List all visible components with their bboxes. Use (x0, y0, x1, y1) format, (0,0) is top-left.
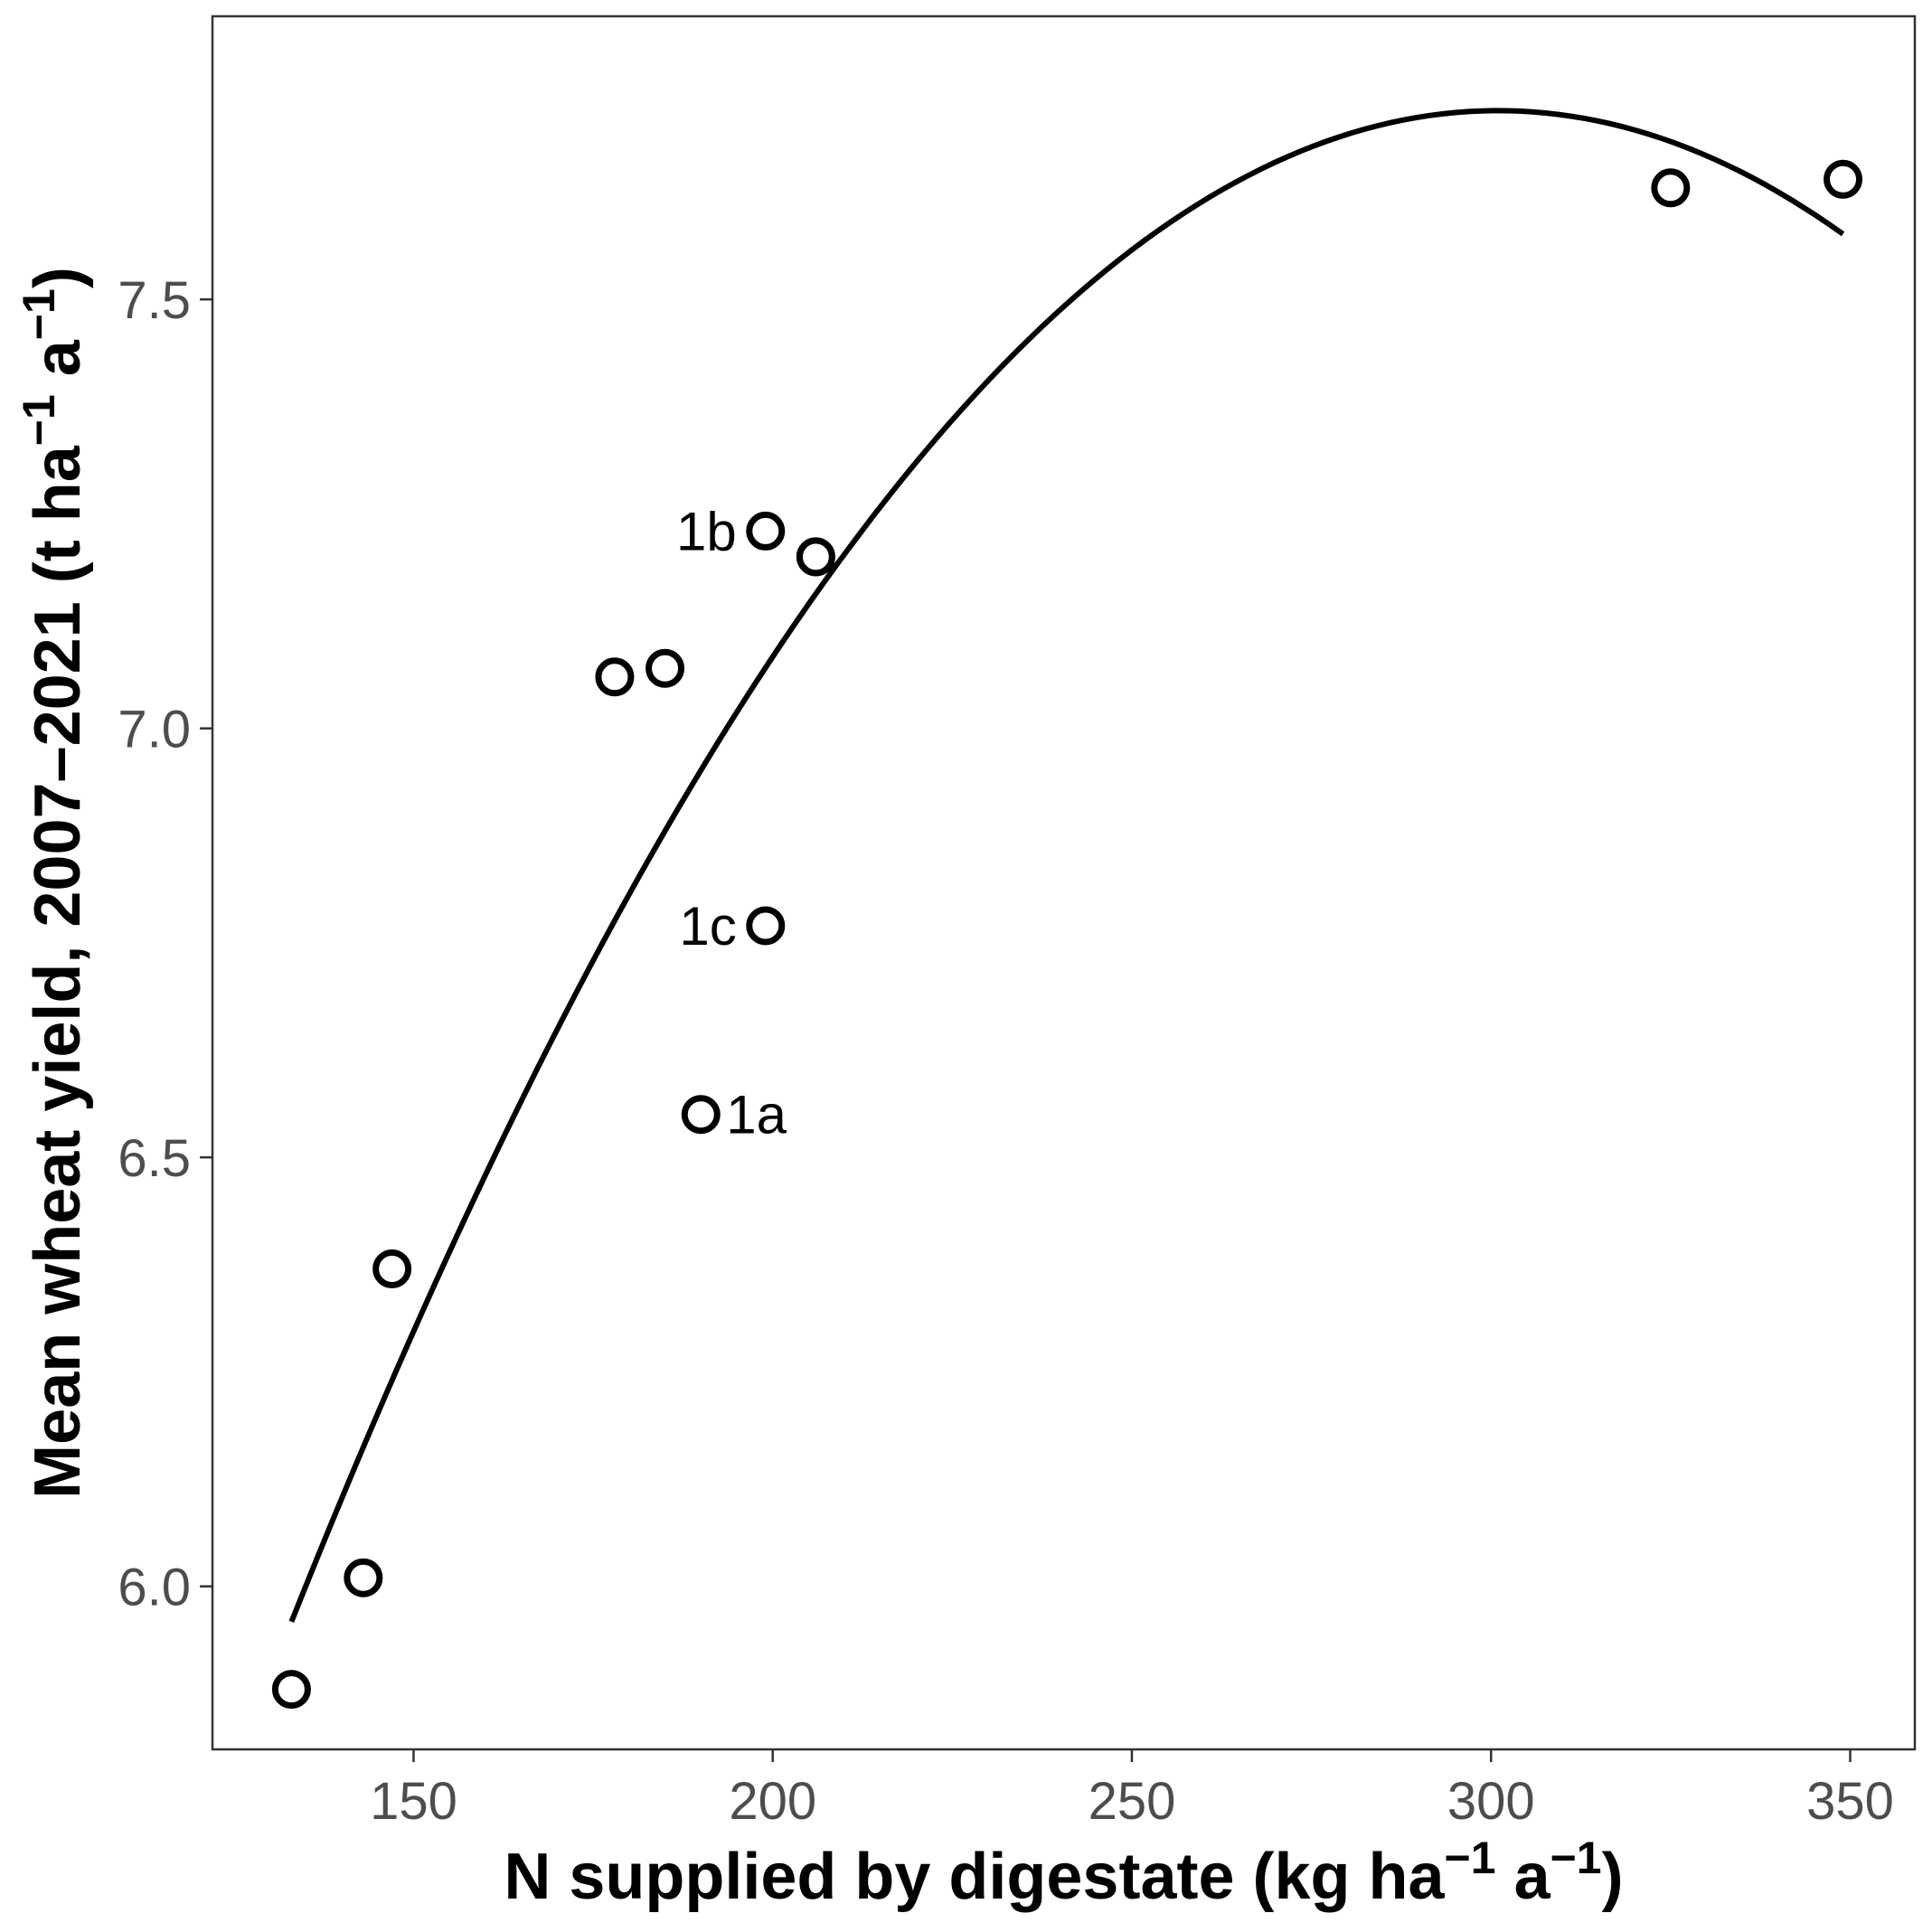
data-point (1824, 159, 1863, 199)
fit-curve-layer (288, 108, 1845, 1623)
data-point (746, 511, 786, 551)
data-point (746, 906, 786, 946)
y-title-end: ) (22, 267, 94, 288)
x-title-sup1: −1 (1445, 1833, 1496, 1883)
data-point (595, 657, 635, 697)
data-point (344, 1558, 383, 1597)
x-tick-label: 350 (1806, 1772, 1894, 1831)
y-title-main: Mean wheat yield, 2007–2021 (t ha (22, 445, 94, 1499)
y-title-mid: a (22, 339, 94, 394)
data-point (372, 1249, 412, 1289)
data-points-layer (271, 159, 1863, 1710)
x-tick-label: 250 (1089, 1772, 1176, 1831)
data-point (271, 1670, 311, 1710)
x-title-sup2: −1 (1550, 1833, 1602, 1883)
x-axis-title: N supplied by digestate (kg ha−1 a−1) (504, 1833, 1623, 1913)
y-title-sup1: −1 (14, 394, 64, 446)
y-tick-label: 6.5 (118, 1129, 191, 1188)
x-tick-label: 200 (729, 1772, 816, 1831)
y-axis: 6.0 6.5 7.0 7.5 (118, 271, 212, 1617)
fit-curve (288, 108, 1845, 1623)
x-tick-label: 300 (1447, 1772, 1535, 1831)
x-title-end: ) (1602, 1841, 1624, 1913)
point-label-1a: 1a (726, 1085, 787, 1145)
y-axis-title: Mean wheat yield, 2007–2021 (t ha−1 a−1) (14, 267, 94, 1499)
y-tick-label: 6.0 (118, 1559, 191, 1617)
plot-panel-border (211, 14, 1917, 1751)
data-point (646, 648, 685, 688)
point-label-1b: 1b (676, 501, 737, 561)
point-label-1c: 1c (679, 896, 736, 957)
point-labels-layer: 1a 1b 1c (676, 501, 787, 1145)
y-title-sup2: −1 (14, 288, 64, 340)
y-tick-label: 7.0 (118, 701, 191, 759)
data-point (796, 537, 835, 577)
data-point (681, 1095, 721, 1135)
data-point (1651, 168, 1691, 208)
x-axis: 150 200 250 300 350 (370, 1749, 1894, 1831)
x-tick-label: 150 (370, 1772, 457, 1831)
x-title-main: N supplied by digestate (kg ha (504, 1841, 1445, 1913)
x-title-mid: a (1496, 1841, 1551, 1913)
y-tick-label: 7.5 (118, 271, 191, 330)
